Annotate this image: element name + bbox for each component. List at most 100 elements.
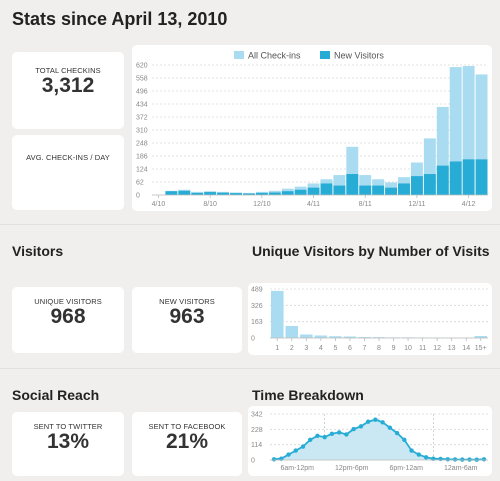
bar-new-visitors — [255, 192, 268, 195]
new-visitors-label: NEW VISITORS — [159, 297, 215, 306]
bar-all-checkins — [333, 175, 346, 195]
visits-chart-panel: 0 163 326 489 1 2 3 4 5 6 7 8 9 10 11 12 13 14 15+ — [248, 283, 492, 355]
time-point — [336, 430, 342, 435]
x-tick-label: 1 — [275, 345, 279, 352]
bar-new-visitors — [398, 183, 410, 195]
bar-new-visitors — [346, 174, 359, 195]
x-tick-label: 8 — [377, 345, 381, 352]
x-tick-label: 6 — [348, 345, 352, 352]
time-point — [481, 457, 487, 462]
time-point — [423, 455, 429, 460]
time-point — [271, 457, 277, 462]
x-tick-label: 2 — [290, 345, 294, 352]
bar-new-visitors — [333, 185, 346, 195]
social-reach-heading: Social Reach — [12, 387, 100, 403]
y-tick-label: 342 — [251, 412, 263, 419]
time-point — [308, 437, 313, 443]
time-point — [315, 433, 320, 438]
twitter-value: 13% — [46, 430, 90, 453]
time-point — [286, 452, 291, 457]
time-point — [402, 437, 407, 443]
time-point — [452, 457, 458, 462]
time-point — [351, 426, 356, 432]
avg-checkins-label: AVG. CHECK-INS / DAY — [26, 153, 110, 162]
bar-all-checkins — [436, 106, 449, 195]
y-tick-label: 0 — [251, 458, 255, 465]
section-divider-2 — [0, 368, 500, 369]
bar-new-visitors — [449, 161, 462, 195]
x-tick-label: 12/11 — [408, 201, 425, 208]
bar-new-visitors — [178, 190, 191, 195]
bar-all-checkins — [462, 66, 475, 195]
x-tick-label: 13 — [448, 345, 456, 352]
bar-visits — [300, 334, 313, 338]
time-point — [300, 444, 306, 449]
bar-new-visitors — [242, 193, 255, 195]
time-point — [380, 420, 385, 425]
y-tick-label: 310 — [136, 128, 148, 135]
facebook-value: 21% — [165, 430, 209, 453]
time-point — [344, 432, 349, 437]
time-point — [373, 417, 378, 422]
x-tick-label: 4 — [319, 345, 323, 352]
new-visitors-card: NEW VISITORS 963 — [132, 287, 242, 353]
x-tick-label: 5 — [333, 345, 337, 352]
time-breakdown-heading: Time Breakdown — [252, 387, 364, 403]
bar-all-checkins — [359, 175, 372, 195]
y-tick-label: 0 — [136, 193, 140, 200]
time-point — [293, 448, 298, 453]
bar-visits — [285, 325, 299, 338]
bar-new-visitors — [307, 187, 320, 195]
bar-new-visitors — [191, 192, 204, 195]
bar-new-visitors — [410, 176, 423, 195]
x-tick-label: 4/10 — [152, 201, 166, 208]
bar-new-visitors — [320, 183, 333, 195]
x-tick-label: 9 — [392, 345, 396, 352]
new-visitors-value: 963 — [169, 305, 205, 328]
x-tick-label: 12pm-6pm — [335, 465, 369, 472]
bar-new-visitors — [294, 189, 307, 195]
twitter-label: SENT TO TWITTER — [33, 422, 103, 431]
bar-visits — [343, 336, 357, 338]
bar-new-visitors — [372, 185, 385, 195]
bar-new-visitors — [385, 187, 398, 195]
unique-visitors-card: UNIQUE VISITORS 968 — [12, 287, 124, 353]
x-tick-label: 10 — [404, 345, 412, 352]
legend-swatch-all — [234, 51, 244, 59]
time-point — [394, 430, 400, 436]
bar-new-visitors — [230, 193, 242, 195]
y-tick-label: 124 — [136, 167, 148, 174]
checkins-chart-panel: All Check-ins New Visitors 0 62 124 186 248 310… — [132, 45, 492, 211]
x-tick-label: 3 — [304, 345, 308, 352]
page-title: Stats since April 13, 2010 — [12, 9, 228, 29]
y-tick-label: 326 — [251, 303, 263, 310]
y-tick-label: 62 — [136, 180, 144, 187]
time-chart-panel: 0 114 228 342 6am-12pm 12pm-6pm 6pm-12am 12am-6… — [248, 406, 492, 476]
time-point — [329, 431, 335, 436]
time-point — [409, 448, 414, 453]
x-tick-label: 8/11 — [359, 201, 372, 208]
y-tick-label: 489 — [251, 287, 263, 294]
facebook-card: SENT TO FACEBOOK 21% — [132, 412, 242, 476]
y-tick-label: 434 — [136, 102, 148, 109]
section-divider — [0, 224, 500, 225]
visitors-heading: Visitors — [12, 243, 64, 259]
y-tick-label: 186 — [136, 154, 148, 161]
time-point — [416, 452, 422, 457]
time-point — [445, 457, 450, 462]
x-tick-label: 7 — [363, 345, 367, 352]
time-point — [467, 457, 472, 462]
legend-label-all: All Check-ins — [248, 51, 301, 61]
y-tick-label: 248 — [136, 141, 148, 148]
time-point — [460, 457, 465, 462]
x-tick-label: 6pm-12am — [390, 465, 424, 472]
y-tick-label: 496 — [136, 89, 148, 96]
x-tick-label: 12am-6am — [444, 465, 478, 472]
bar-new-visitors — [462, 159, 475, 195]
bar-visits — [358, 336, 371, 338]
checkins-chart: All Check-ins New Visitors 0 62 124 186 248 310… — [136, 51, 488, 208]
unique-by-visits-heading: Unique Visitors by Number of Visits — [252, 243, 490, 259]
facebook-label: SENT TO FACEBOOK — [148, 422, 226, 431]
y-tick-label: 372 — [136, 115, 148, 122]
